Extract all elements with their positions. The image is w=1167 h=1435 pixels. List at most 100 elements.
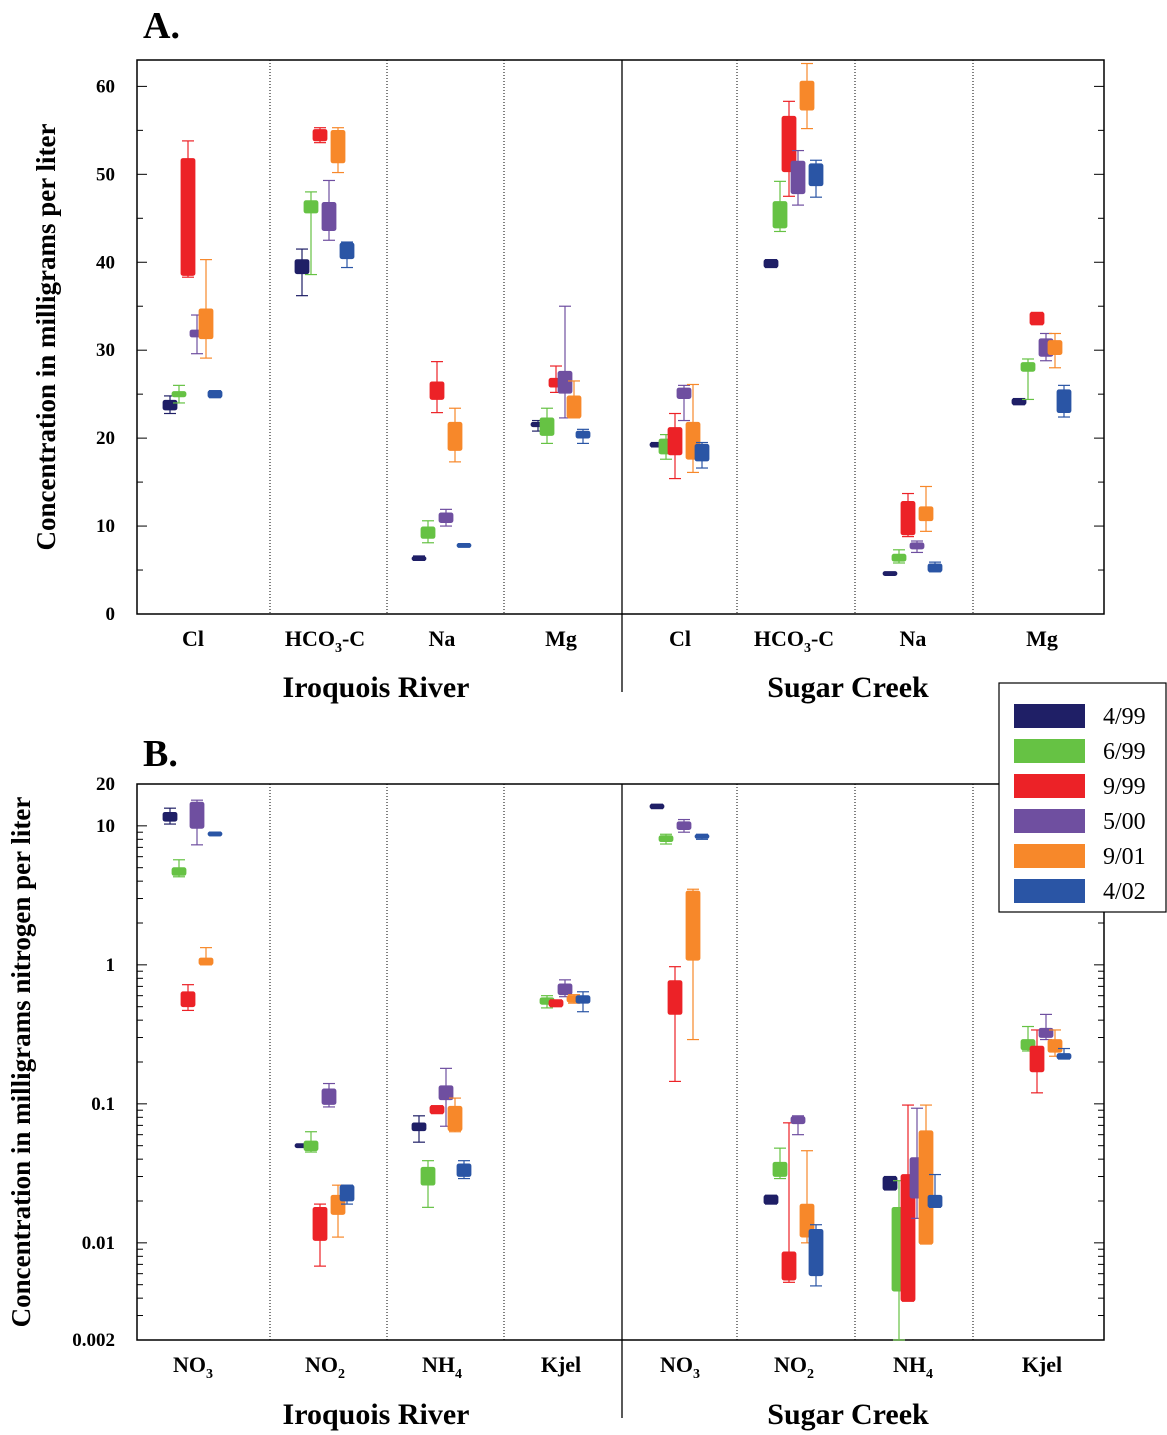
box-4-99 xyxy=(649,803,665,810)
box-9-99 xyxy=(548,999,564,1008)
box-5-00 xyxy=(438,508,454,527)
box-iqr xyxy=(548,999,564,1008)
y-tick-label: 40 xyxy=(96,252,115,273)
box-9-01 xyxy=(447,407,463,463)
box-iqr xyxy=(557,370,573,394)
box-4-02 xyxy=(808,159,824,198)
box-iqr xyxy=(557,983,573,996)
box-9-01 xyxy=(799,62,815,130)
box-iqr xyxy=(808,1228,824,1277)
box-9-99 xyxy=(1029,1029,1045,1094)
box-6-99 xyxy=(539,407,555,445)
box-4-99 xyxy=(411,555,427,561)
box-iqr xyxy=(1029,1045,1045,1073)
category-label-text: Kjel xyxy=(1022,1352,1062,1377)
category-label: Mg xyxy=(1026,626,1058,651)
box-iqr xyxy=(676,387,692,399)
group-label: Sugar Creek xyxy=(767,671,929,704)
box-iqr xyxy=(658,835,674,843)
box-9-01 xyxy=(330,127,346,174)
box-5-00 xyxy=(438,1067,454,1127)
y-tick-label: 20 xyxy=(96,774,115,795)
panel-label: B. xyxy=(143,733,178,775)
box-5-00 xyxy=(557,305,573,419)
legend-swatch xyxy=(1014,844,1085,868)
box-iqr xyxy=(1011,398,1027,406)
box-iqr xyxy=(312,1206,328,1241)
category-label-text: Na xyxy=(900,626,927,651)
box-iqr xyxy=(303,1140,319,1152)
category-label: Mg xyxy=(545,626,577,651)
category-label-suffix: -C xyxy=(811,626,834,651)
box-iqr xyxy=(918,506,934,522)
legend-label: 4/02 xyxy=(1103,879,1146,905)
box-iqr xyxy=(429,1105,445,1115)
box-iqr xyxy=(180,158,196,276)
box-iqr xyxy=(1047,1039,1063,1053)
box-iqr xyxy=(189,801,205,829)
category-label: NO3 xyxy=(173,1352,213,1382)
category-label-text: NO xyxy=(173,1352,206,1377)
box-iqr xyxy=(927,1194,943,1208)
group-label: Iroquois River xyxy=(283,671,470,704)
box-4-99 xyxy=(882,1175,898,1191)
legend-swatch xyxy=(1014,774,1085,798)
box-9-01 xyxy=(198,259,214,359)
box-iqr xyxy=(1020,362,1036,372)
box-4-99 xyxy=(882,571,898,576)
box-iqr xyxy=(1056,1053,1072,1060)
category-label: Kjel xyxy=(541,1352,581,1377)
box-iqr xyxy=(781,115,797,173)
category-label-text: NO xyxy=(774,1352,807,1377)
y-tick-label: 0.002 xyxy=(72,1330,115,1351)
box-4-02 xyxy=(694,833,710,840)
box-6-99 xyxy=(1020,1025,1036,1052)
y-tick-label: 0.01 xyxy=(82,1233,115,1254)
box-9-99 xyxy=(900,492,916,538)
category-label-text: HCO xyxy=(285,626,335,651)
box-iqr xyxy=(694,443,710,462)
box-iqr xyxy=(799,80,815,111)
box-iqr xyxy=(781,1251,797,1281)
box-9-01 xyxy=(1047,332,1063,369)
box-iqr xyxy=(447,1105,463,1132)
box-iqr xyxy=(808,163,824,187)
category-label: NO3 xyxy=(660,1352,700,1382)
box-9-99 xyxy=(312,127,328,144)
box-9-99 xyxy=(180,984,196,1012)
category-label: NH4 xyxy=(422,1352,462,1382)
box-9-99 xyxy=(312,1203,328,1267)
box-iqr xyxy=(772,1161,788,1177)
box-4-02 xyxy=(207,831,223,837)
y-axis-label: Concentration in milligrams per liter xyxy=(31,124,61,551)
category-label: NO2 xyxy=(774,1352,814,1382)
box-4-02 xyxy=(808,1224,824,1287)
box-5-00 xyxy=(1038,1013,1054,1041)
y-tick-label: 60 xyxy=(96,76,115,97)
category-label-subscript: 2 xyxy=(338,1367,345,1382)
box-iqr xyxy=(321,1088,337,1105)
box-4-99 xyxy=(294,248,310,297)
box-iqr xyxy=(456,543,472,548)
category-label-text: NO xyxy=(660,1352,693,1377)
box-iqr xyxy=(198,957,214,966)
box-4-02 xyxy=(1056,1047,1072,1060)
legend-swatch xyxy=(1014,739,1085,763)
chart-panel-a: 0 10 20 30 40 50 60 Concentration in milligrams… xyxy=(31,5,1105,704)
box-6-99 xyxy=(303,1131,319,1153)
category-label: Na xyxy=(429,626,456,651)
box-6-99 xyxy=(1020,358,1036,401)
legend-label: 9/99 xyxy=(1103,774,1146,800)
box-5-00 xyxy=(676,384,692,422)
box-9-99 xyxy=(1029,311,1045,326)
y-tick-label: 10 xyxy=(96,816,115,837)
legend: 4/99 6/99 9/99 5/00 9/01 4/02 xyxy=(998,682,1167,913)
legend-label: 9/01 xyxy=(1103,844,1146,870)
box-9-01 xyxy=(1047,1029,1063,1057)
box-4-99 xyxy=(162,395,178,415)
box-iqr xyxy=(763,259,779,268)
category-label: HCO3-C xyxy=(754,626,834,656)
category-label: HCO3-C xyxy=(285,626,365,656)
y-tick-label: 30 xyxy=(96,340,115,361)
box-5-00 xyxy=(676,818,692,833)
